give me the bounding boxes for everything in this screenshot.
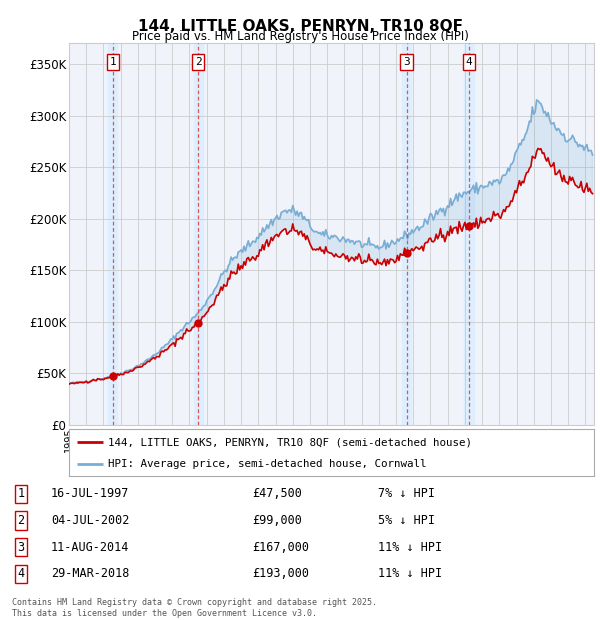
Text: 16-JUL-1997: 16-JUL-1997	[51, 487, 130, 500]
Text: 5% ↓ HPI: 5% ↓ HPI	[378, 514, 435, 527]
Text: HPI: Average price, semi-detached house, Cornwall: HPI: Average price, semi-detached house,…	[109, 459, 427, 469]
Text: 4: 4	[17, 567, 25, 580]
Text: 1: 1	[17, 487, 25, 500]
Text: Price paid vs. HM Land Registry's House Price Index (HPI): Price paid vs. HM Land Registry's House …	[131, 30, 469, 43]
Text: 29-MAR-2018: 29-MAR-2018	[51, 567, 130, 580]
Text: 3: 3	[403, 57, 410, 67]
Text: 2: 2	[17, 514, 25, 527]
Text: 11% ↓ HPI: 11% ↓ HPI	[378, 541, 442, 554]
Bar	[402, 43, 411, 425]
Bar	[464, 43, 474, 425]
Text: 144, LITTLE OAKS, PENRYN, TR10 8QF: 144, LITTLE OAKS, PENRYN, TR10 8QF	[137, 19, 463, 33]
Text: 144, LITTLE OAKS, PENRYN, TR10 8QF (semi-detached house): 144, LITTLE OAKS, PENRYN, TR10 8QF (semi…	[109, 437, 472, 447]
Text: £47,500: £47,500	[252, 487, 302, 500]
Text: £193,000: £193,000	[252, 567, 309, 580]
Text: 11-AUG-2014: 11-AUG-2014	[51, 541, 130, 554]
Text: 2: 2	[195, 57, 202, 67]
Text: 1: 1	[109, 57, 116, 67]
Text: Contains HM Land Registry data © Crown copyright and database right 2025.
This d: Contains HM Land Registry data © Crown c…	[12, 598, 377, 618]
Text: 7% ↓ HPI: 7% ↓ HPI	[378, 487, 435, 500]
Text: 3: 3	[17, 541, 25, 554]
Bar	[108, 43, 118, 425]
Text: 11% ↓ HPI: 11% ↓ HPI	[378, 567, 442, 580]
Text: £167,000: £167,000	[252, 541, 309, 554]
Text: 4: 4	[466, 57, 473, 67]
Text: £99,000: £99,000	[252, 514, 302, 527]
Bar	[194, 43, 203, 425]
Text: 04-JUL-2002: 04-JUL-2002	[51, 514, 130, 527]
